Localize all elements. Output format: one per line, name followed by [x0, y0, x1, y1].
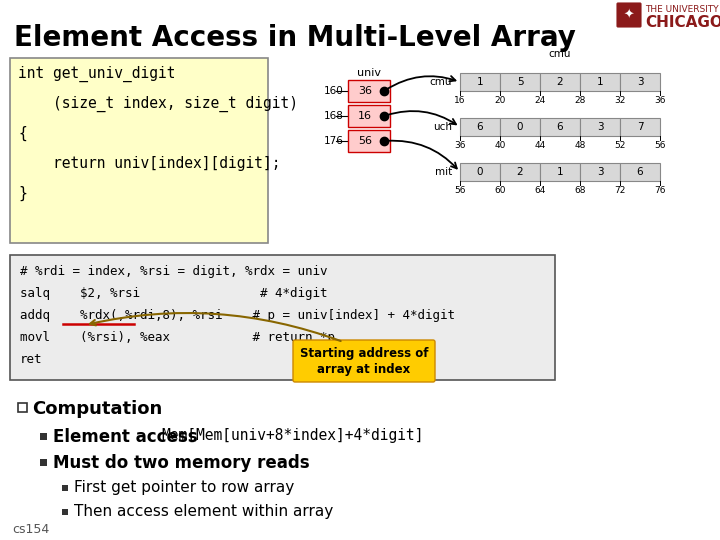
Text: mit: mit [435, 167, 452, 177]
Text: Element access: Element access [53, 428, 203, 446]
Bar [348, 130, 390, 152]
Text: 56: 56 [454, 186, 466, 195]
Text: ✦: ✦ [624, 9, 634, 22]
Text: 56: 56 [654, 141, 666, 150]
Text: 3: 3 [636, 77, 643, 87]
Text: 24: 24 [534, 96, 546, 105]
Text: 48: 48 [575, 141, 585, 150]
Text: Computation: Computation [32, 400, 162, 418]
Bar [500, 73, 540, 91]
Text: 0: 0 [517, 122, 523, 132]
Text: 3: 3 [597, 167, 603, 177]
Text: 5: 5 [517, 77, 523, 87]
Text: 168: 168 [324, 111, 344, 121]
Text: 52: 52 [614, 141, 626, 150]
Bar [40, 433, 47, 440]
Bar [348, 80, 390, 102]
Text: movl    (%rsi), %eax           # return *p: movl (%rsi), %eax # return *p [20, 331, 335, 344]
Text: 64: 64 [534, 186, 546, 195]
Text: CHICAGO: CHICAGO [645, 15, 720, 30]
Text: 20: 20 [495, 96, 505, 105]
Text: addq    %rdx(,%rdi,8), %rsi    # p = univ[index] + 4*digit: addq %rdx(,%rdi,8), %rsi # p = univ[inde… [20, 309, 455, 322]
FancyBboxPatch shape [293, 340, 435, 382]
Text: Element Access in Multi-Level Array: Element Access in Multi-Level Array [14, 24, 576, 52]
Bar [540, 163, 580, 181]
Bar [620, 73, 660, 91]
Bar [620, 118, 660, 136]
Text: Must do two memory reads: Must do two memory reads [53, 454, 310, 472]
Bar [10, 58, 268, 243]
Text: return univ[index][digit];: return univ[index][digit]; [18, 156, 281, 171]
Bar [10, 255, 555, 380]
Text: 160: 160 [324, 86, 344, 96]
Bar [620, 163, 660, 181]
Text: 1: 1 [597, 77, 603, 87]
Text: int get_univ_digit: int get_univ_digit [18, 66, 176, 82]
Text: 60: 60 [494, 186, 505, 195]
Bar [18, 403, 27, 412]
Bar [460, 73, 500, 91]
Text: 56: 56 [358, 136, 372, 146]
Text: First get pointer to row array: First get pointer to row array [74, 480, 294, 495]
Bar [460, 163, 500, 181]
Text: 1: 1 [477, 77, 483, 87]
Text: 1: 1 [557, 167, 563, 177]
Text: 6: 6 [477, 122, 483, 132]
Bar [580, 118, 620, 136]
Text: 36: 36 [358, 86, 372, 96]
Text: 16: 16 [454, 96, 466, 105]
Text: Then access element within array: Then access element within array [74, 504, 333, 519]
FancyBboxPatch shape [617, 3, 641, 27]
Text: 28: 28 [575, 96, 585, 105]
Text: THE UNIVERSITY OF: THE UNIVERSITY OF [645, 5, 720, 14]
Text: uch: uch [433, 122, 452, 132]
Text: 6: 6 [557, 122, 563, 132]
Bar [580, 73, 620, 91]
Text: salq    $2, %rsi                # 4*digit: salq $2, %rsi # 4*digit [20, 287, 328, 300]
Bar [540, 73, 580, 91]
Bar [40, 459, 47, 466]
Bar [540, 118, 580, 136]
Text: 32: 32 [614, 96, 626, 105]
Bar [500, 118, 540, 136]
Text: 68: 68 [575, 186, 586, 195]
Bar [460, 118, 500, 136]
Text: cmu: cmu [430, 77, 452, 87]
Text: 40: 40 [495, 141, 505, 150]
Text: 36: 36 [654, 96, 666, 105]
Text: cmu: cmu [549, 49, 571, 59]
Text: 2: 2 [557, 77, 563, 87]
Bar [500, 163, 540, 181]
Text: 36: 36 [454, 141, 466, 150]
Text: # %rdi = index, %rsi = digit, %rdx = univ: # %rdi = index, %rsi = digit, %rdx = uni… [20, 265, 328, 278]
Text: 76: 76 [654, 186, 666, 195]
Text: 176: 176 [324, 136, 344, 146]
Text: 6: 6 [636, 167, 643, 177]
Text: (size_t index, size_t digit): (size_t index, size_t digit) [18, 96, 298, 112]
Text: ret: ret [20, 353, 42, 366]
Bar [62, 509, 68, 515]
Text: }: } [18, 186, 27, 201]
Text: 72: 72 [614, 186, 626, 195]
Text: cs154: cs154 [12, 523, 49, 536]
Text: {: { [18, 126, 27, 141]
Bar [580, 163, 620, 181]
Text: Starting address of
array at index: Starting address of array at index [300, 347, 428, 375]
Text: Mem[Mem[univ+8*index]+4*digit]: Mem[Mem[univ+8*index]+4*digit] [161, 428, 423, 443]
Text: 0: 0 [477, 167, 483, 177]
Text: 16: 16 [358, 111, 372, 121]
Bar [348, 105, 390, 127]
Bar [62, 485, 68, 491]
Text: 7: 7 [636, 122, 643, 132]
Text: 44: 44 [534, 141, 546, 150]
Text: 3: 3 [597, 122, 603, 132]
Text: univ: univ [357, 68, 381, 78]
Text: 2: 2 [517, 167, 523, 177]
